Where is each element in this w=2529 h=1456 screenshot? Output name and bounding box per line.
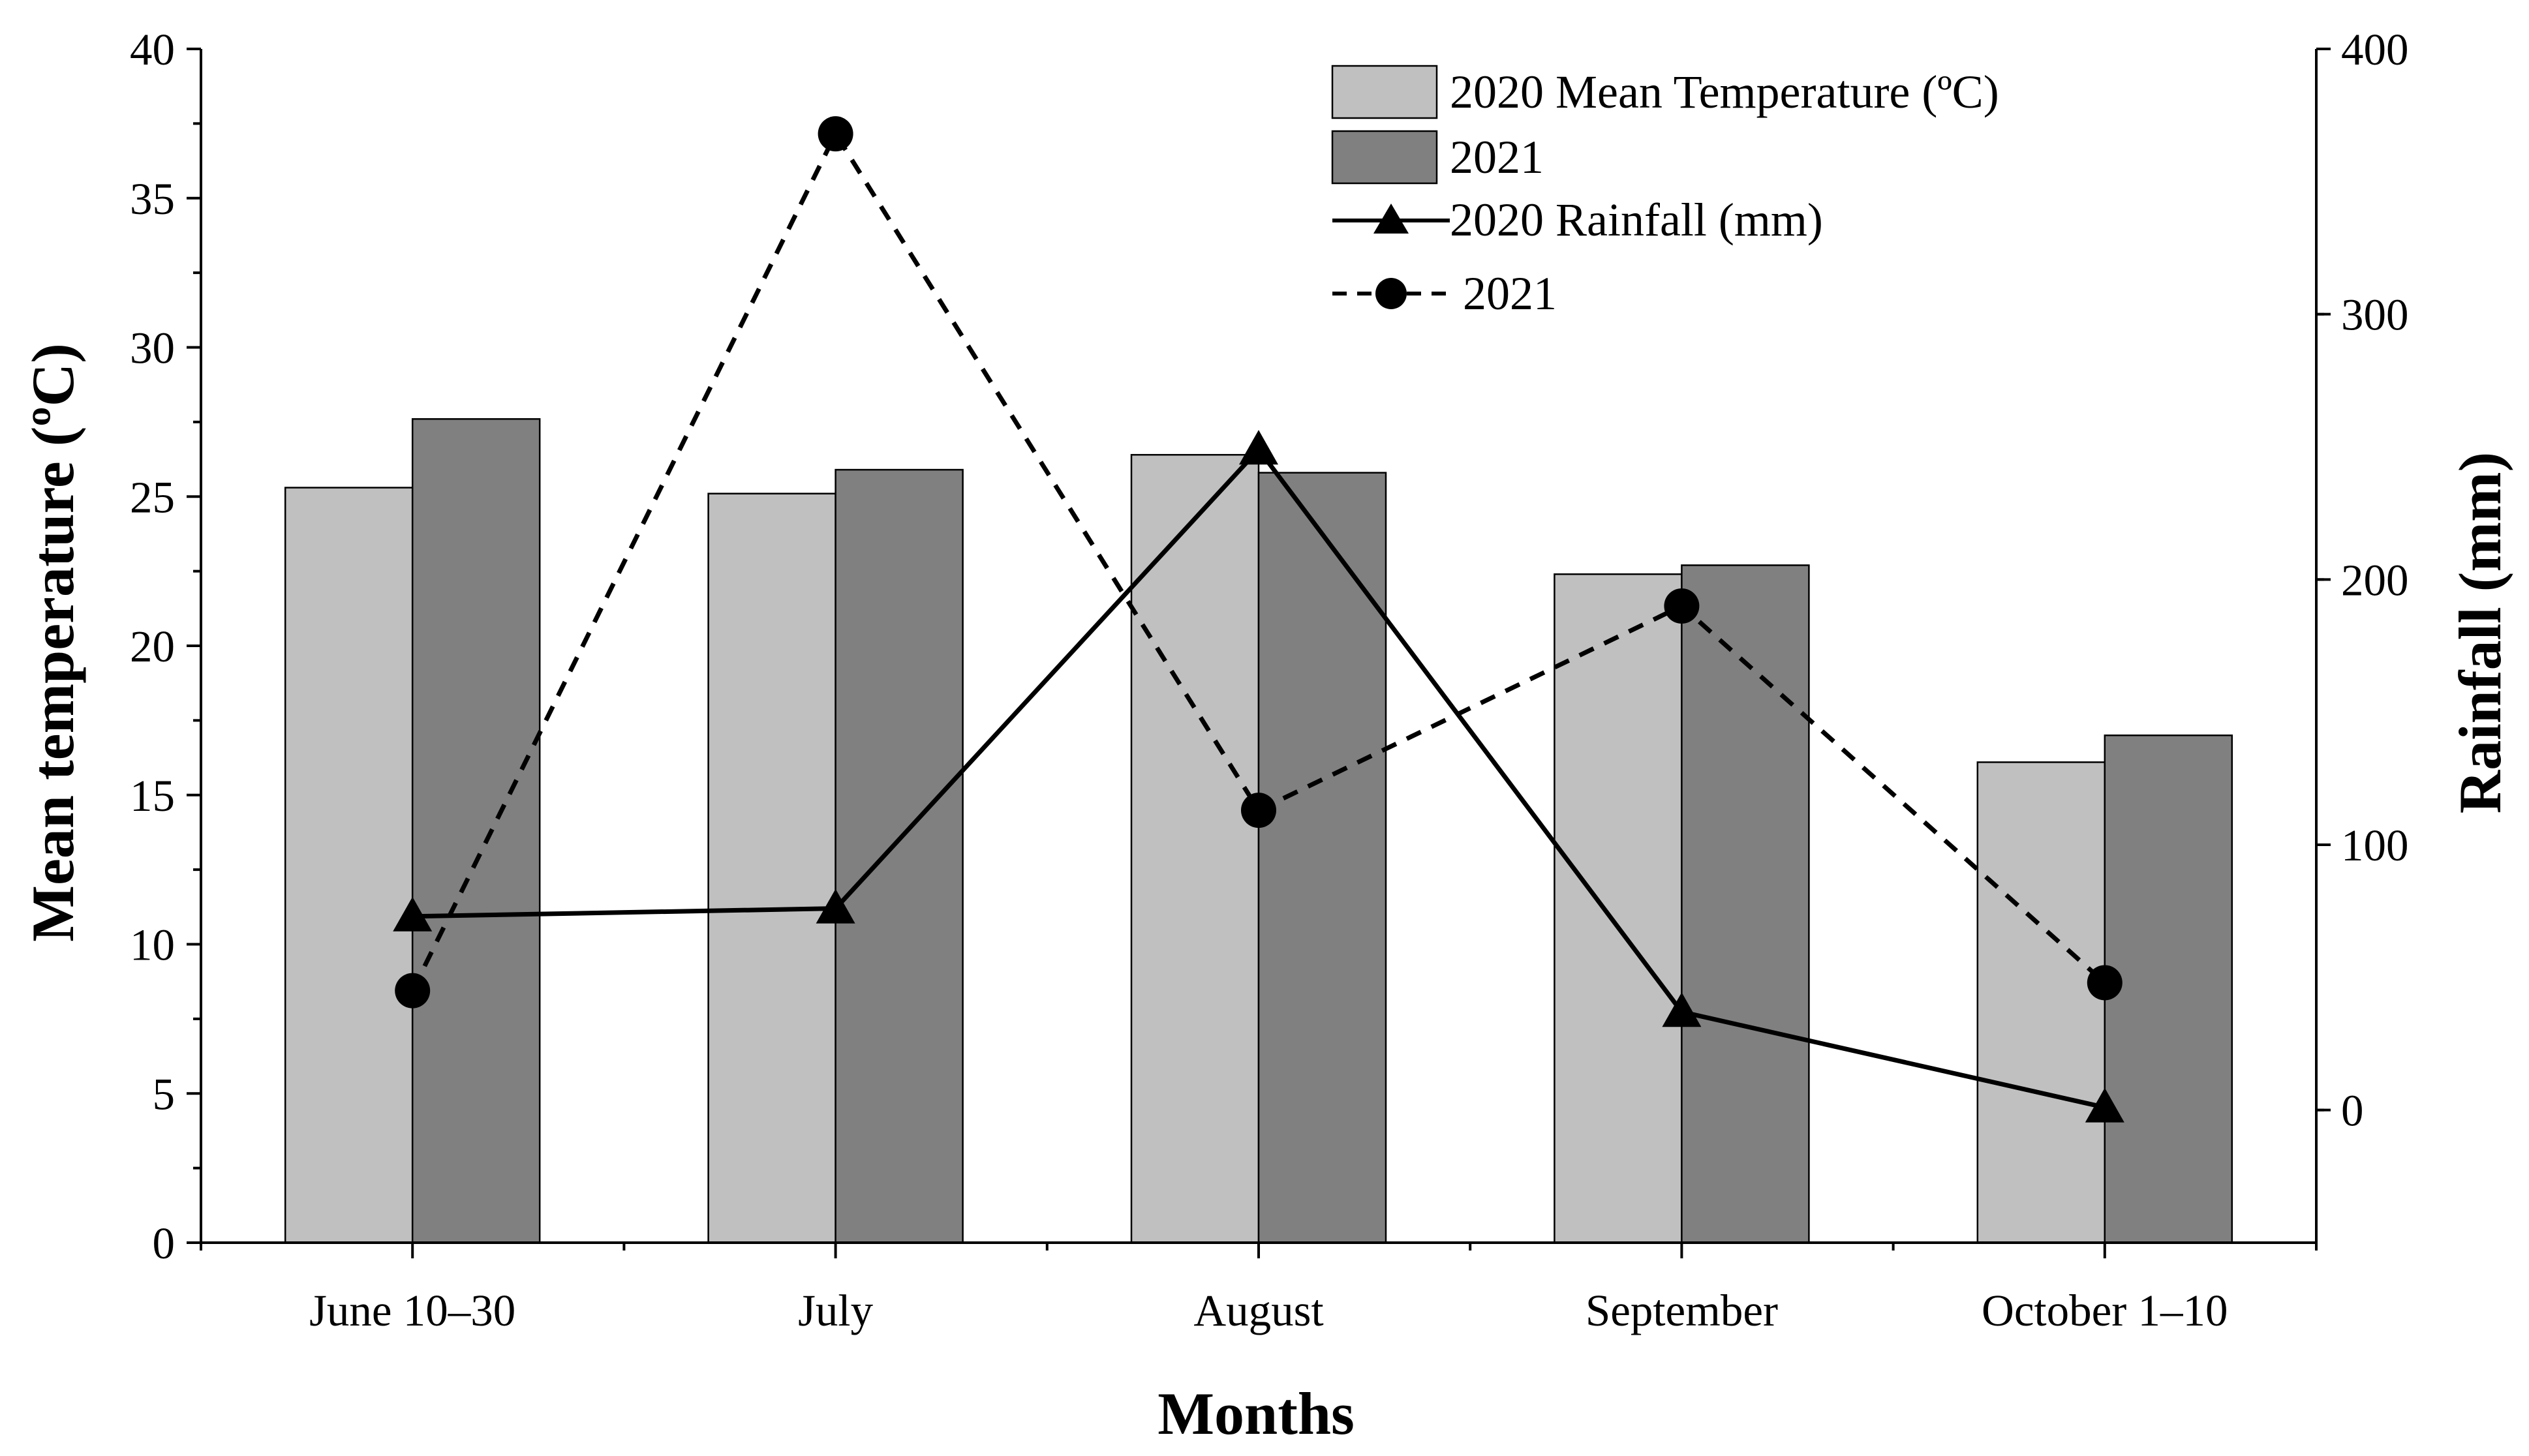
right-tick-label-1: 100 [2341,821,2409,870]
bar-2021-4 [2104,735,2233,1244]
right-tick-label-4: 400 [2341,25,2409,74]
right-tick-label-2: 200 [2341,555,2409,605]
bar-2021-3 [1681,564,1810,1244]
bar-2020-3 [1554,573,1683,1244]
rainfall-2020-point-4 [2085,1087,2124,1123]
bar-2021-1 [835,468,964,1244]
rainfall-2021-point-2 [1241,793,1276,828]
left-tick-label-0: 0 [153,1219,176,1268]
legend-label-2021-rainfall: 2021 [1463,267,1557,320]
legend: 2020 Mean Temperature (ºC) 2021 2020 Rai… [1331,65,1999,320]
legend-marker-triangle-icon [1373,204,1409,234]
left-tick-label-7: 35 [130,174,175,224]
legend-marker-circle-icon [1375,278,1407,309]
left-tick-label-8: 40 [130,25,175,74]
lines-layer [393,116,2124,1123]
bar-2021-0 [411,418,541,1244]
left-tick-label-3: 15 [130,771,175,821]
right-axis-title: Rainfall (mm) [2447,452,2513,813]
rainfall-2021-point-0 [395,973,431,1009]
x-tick-label-4: October 1–10 [1982,1286,2228,1335]
x-axis-title: Months [1157,1380,1355,1447]
rainfall-2020-point-2 [1239,430,1278,465]
rainfall-2021-point-3 [1664,588,1700,624]
x-tick-label-3: September [1586,1286,1778,1335]
legend-swatch-2021-temperature [1331,130,1438,185]
bars-layer [284,418,2233,1244]
rainfall-2021-point-1 [818,116,853,152]
x-tick-label-1: July [798,1286,874,1335]
bar-2020-4 [1976,761,2106,1244]
legend-label-2020-temperature: 2020 Mean Temperature (ºC) [1450,66,1999,118]
bar-2020-2 [1130,453,1260,1244]
x-tick-label-0: June 10–30 [309,1286,515,1335]
right-tick-label-0: 0 [2341,1086,2364,1136]
rainfall-2020-point-3 [1662,992,1702,1027]
legend-swatch-2020-temperature [1331,65,1438,119]
left-axis-title: Mean temperature (ºC) [20,343,86,942]
left-tick-label-1: 5 [153,1069,176,1119]
bar-2021-2 [1257,472,1387,1244]
legend-label-2021-temperature: 2021 [1450,131,1544,183]
bar-2020-1 [707,493,836,1244]
left-tick-label-4: 20 [130,622,175,671]
left-tick-label-5: 25 [130,472,175,522]
left-tick-label-6: 30 [130,324,175,373]
bar-2020-0 [284,487,414,1244]
rainfall-line-2021 [410,129,2107,992]
legend-label-2020-rainfall: 2020 Rainfall (mm) [1450,194,1823,246]
left-tick-label-2: 10 [130,920,175,970]
right-tick-label-3: 300 [2341,290,2409,340]
rainfall-2020-point-0 [393,896,433,932]
x-tick-label-2: August [1193,1286,1323,1335]
rainfall-2021-point-4 [2087,965,2123,1001]
rainfall-2020-point-1 [816,888,855,924]
